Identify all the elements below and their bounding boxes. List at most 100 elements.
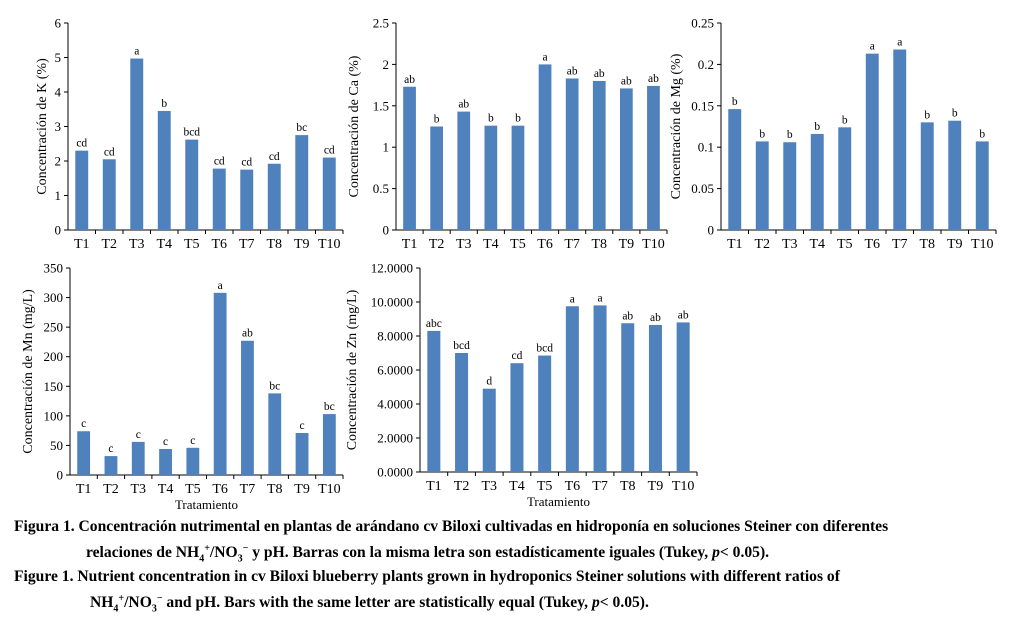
x-tick-label: T6 [211, 237, 227, 252]
bar-letter-label: c [163, 436, 168, 448]
x-tick-label: T8 [266, 237, 282, 252]
bar-letter-label: bc [296, 122, 307, 134]
y-tick-label: 1 [383, 140, 390, 155]
y-tick-label: 0 [383, 223, 390, 238]
x-tick-label: T9 [294, 482, 310, 497]
bar-letter-label: b [515, 113, 521, 125]
x-axis-title: Tratamiento [527, 494, 590, 509]
bar [430, 126, 444, 230]
bar-letter-label: b [787, 129, 793, 141]
bar [538, 64, 552, 231]
y-tick-label: 2 [383, 57, 390, 72]
x-tick-label: T6 [212, 482, 228, 497]
caption-es-label: Figura 1. [14, 518, 75, 535]
y-tick-label: 6.0000 [377, 363, 413, 378]
x-tick-label: T1 [74, 237, 90, 252]
x-tick-label: T2 [103, 482, 119, 497]
y-axis-title: Concentración de Mn (mg/L) [21, 289, 36, 454]
bar-letter-label: abc [426, 318, 442, 330]
bar [186, 447, 200, 475]
bar-letter-label: a [218, 280, 223, 292]
bar [647, 85, 660, 230]
bar-letter-label: a [597, 292, 602, 304]
bar-letter-label: ab [621, 75, 632, 87]
bar [157, 110, 171, 230]
bar-letter-label: a [134, 46, 139, 58]
x-tick-label: T7 [239, 237, 255, 252]
x-tick-label: T8 [591, 237, 607, 252]
subscript-4: 4 [113, 603, 119, 615]
y-tick-label: 3 [55, 119, 62, 134]
x-tick-label: T5 [510, 237, 526, 252]
bar-letter-label: d [486, 376, 492, 388]
bar-letter-label: cd [214, 156, 225, 168]
x-tick-label: T6 [565, 479, 581, 494]
y-axis-title: Concentración de K (%) [35, 58, 50, 195]
bar [427, 330, 441, 472]
bar [102, 159, 116, 230]
x-tick-label: T2 [454, 479, 470, 494]
bar [268, 393, 282, 475]
y-tick-label: 1 [55, 188, 62, 203]
bar [592, 80, 606, 231]
x-tick-label: T4 [156, 237, 172, 252]
y-tick-label: 12.0000 [371, 261, 413, 276]
bar [728, 109, 742, 230]
x-tick-label: T9 [294, 237, 310, 252]
superscript-minus: − [156, 593, 163, 604]
bar [948, 120, 962, 230]
x-tick-label: T2 [754, 237, 770, 252]
x-tick-label: T3 [481, 479, 497, 494]
bar [920, 122, 934, 230]
y-tick-label: 0.0000 [377, 465, 413, 480]
bar [810, 133, 824, 230]
bar-letter-label: ab [242, 328, 253, 340]
bar [538, 355, 552, 472]
bar-letter-label: bc [324, 401, 335, 413]
bar [457, 111, 471, 230]
y-tick-label: 0.25 [691, 16, 714, 31]
y-axis-title: Concentración de Zn (mg/L) [345, 289, 360, 450]
bar [676, 322, 690, 472]
y-tick-label: 5 [55, 50, 62, 65]
bar-letter-label: c [136, 429, 141, 441]
bar-letter-label: c [190, 435, 195, 447]
y-tick-label: 350 [44, 261, 64, 276]
y-tick-label: 2.0000 [377, 431, 413, 446]
bar [510, 363, 524, 472]
y-tick-label: 10.0000 [371, 295, 413, 310]
caption-en-line2-c: and pH. Bars with the same letter are st… [162, 594, 592, 612]
bar [619, 88, 633, 230]
caption-en-line2-b: /NO [124, 594, 152, 612]
bar [130, 58, 144, 230]
bar [212, 168, 226, 230]
caption-en-line2-d: < 0.05). [599, 594, 649, 612]
bar-letter-label: a [570, 293, 575, 305]
y-tick-label: 0 [708, 223, 715, 238]
x-tick-label: T5 [184, 237, 200, 252]
caption-es-line2-c: y pH. Barras con la misma letra son esta… [248, 544, 713, 562]
bar [975, 141, 989, 230]
y-tick-label: 300 [44, 290, 64, 305]
bar-letter-label: b [488, 113, 494, 125]
y-tick-label: 200 [44, 349, 64, 364]
caption-english: Figure 1. Nutrient concentration in cv B… [14, 566, 1024, 620]
x-tick-label: T8 [267, 482, 283, 497]
y-axis-title: Concentración de Mg (%) [669, 53, 684, 199]
bar-letter-label: a [542, 51, 547, 63]
y-tick-label: 8.0000 [377, 329, 413, 344]
chart-zn: 0.0000 2.0000 4.0000 6.0000 8.0000 10.0000 12.… [345, 261, 698, 509]
bar [185, 139, 199, 230]
bar-letter-label: cd [324, 145, 335, 157]
bar [104, 456, 118, 475]
bar-letter-label: ab [404, 74, 415, 86]
y-tick-label: 2 [55, 154, 62, 169]
x-axis-title: Tratamiento [175, 497, 238, 512]
bar [159, 448, 172, 475]
bar-letter-label: cd [241, 157, 252, 169]
x-tick-label: T5 [537, 479, 553, 494]
x-tick-label: T4 [809, 237, 825, 252]
bar-letter-label: bcd [453, 340, 470, 352]
bar-letter-label: ab [650, 312, 661, 324]
bar-letter-label: ab [458, 99, 469, 111]
